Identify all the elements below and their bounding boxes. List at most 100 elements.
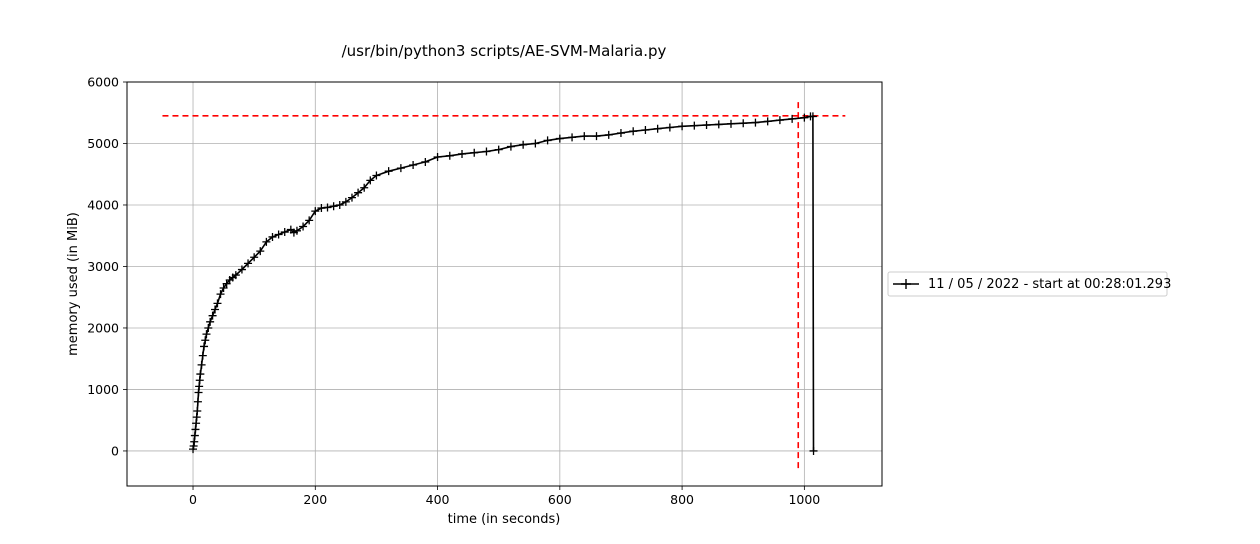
y-tick-label: 3000 (87, 259, 119, 274)
data-point (360, 183, 369, 192)
data-point (568, 133, 577, 142)
data-point (216, 290, 225, 299)
data-point (775, 116, 784, 125)
legend-marker-sample (901, 279, 911, 289)
x-axis-ticks: 0 200 400 600 800 1000 (189, 486, 820, 507)
data-point (727, 119, 735, 128)
data-point (809, 446, 818, 455)
data-point (592, 132, 601, 141)
data-point (201, 336, 210, 345)
data-point (433, 153, 442, 162)
x-tick-label: 800 (670, 492, 694, 507)
y-axis-label: memory used (in MiB) (66, 212, 81, 356)
data-point (519, 140, 528, 149)
data-point (808, 112, 817, 121)
data-point (482, 147, 491, 156)
x-tick-label: 600 (548, 492, 572, 507)
y-tick-label: 1000 (87, 382, 119, 397)
x-tick-label: 200 (303, 492, 327, 507)
x-tick-label: 400 (426, 492, 450, 507)
data-point (751, 118, 760, 127)
y-tick-label: 6000 (87, 75, 119, 90)
data-point (678, 122, 687, 131)
data-point (665, 123, 674, 132)
data-point (329, 202, 338, 211)
y-tick-label: 2000 (87, 320, 119, 335)
data-point (604, 130, 613, 139)
data-point (208, 311, 217, 320)
data-point (366, 176, 375, 185)
data-point (219, 283, 228, 292)
legend: 11 / 05 / 2022 - start at 00:28:01.293 (887, 271, 1171, 297)
data-point (250, 253, 259, 262)
y-tick-label: 5000 (87, 136, 119, 151)
data-point (311, 207, 320, 216)
series-group (189, 112, 818, 455)
data-point (197, 360, 206, 369)
data-point (555, 134, 564, 143)
data-point (445, 151, 454, 160)
data-point (274, 230, 283, 239)
data-point (341, 197, 350, 206)
data-point (202, 330, 211, 339)
y-tick-label: 0 (111, 443, 119, 458)
data-point (384, 167, 393, 176)
x-tick-label: 1000 (788, 492, 820, 507)
data-point (354, 188, 363, 197)
data-point (506, 142, 515, 151)
data-point (494, 145, 503, 154)
data-point (211, 305, 220, 314)
data-point (543, 136, 552, 145)
data-point (231, 271, 240, 280)
data-point (335, 200, 344, 209)
series-line (192, 115, 815, 451)
data-point (763, 117, 772, 126)
data-point (268, 232, 277, 241)
data-point (702, 121, 711, 130)
data-point (198, 351, 207, 360)
data-point (206, 317, 215, 326)
data-point (193, 406, 202, 415)
data-point (347, 193, 356, 202)
data-point (458, 149, 467, 158)
data-point (421, 157, 430, 166)
data-point (629, 127, 638, 136)
data-point (653, 124, 662, 133)
data-point (690, 121, 699, 130)
data-point (470, 148, 479, 157)
data-point (396, 164, 405, 173)
grid (127, 81, 882, 486)
legend-frame (887, 271, 1168, 297)
data-point (262, 237, 271, 246)
data-point (800, 113, 809, 122)
chart-title: /usr/bin/python3 scripts/AE-SVM-Malaria.… (342, 42, 667, 60)
data-point (616, 129, 625, 138)
data-point (204, 323, 213, 332)
reference-lines (162, 99, 846, 469)
data-point (739, 119, 748, 128)
data-point (237, 265, 246, 274)
y-tick-label: 4000 (87, 197, 119, 212)
data-point (200, 342, 209, 351)
data-point (788, 114, 797, 123)
data-point (244, 259, 253, 268)
data-point (292, 226, 301, 235)
plot-frame (126, 81, 883, 487)
data-point (193, 397, 202, 406)
data-point (299, 222, 308, 231)
data-point (372, 171, 381, 180)
data-point (280, 228, 289, 237)
data-point (531, 139, 540, 148)
y-axis-ticks: 0 1000 2000 3000 4000 5000 6000 (87, 75, 127, 458)
x-tick-label: 0 (189, 492, 197, 507)
legend-series-label: 11 / 05 / 2022 - start at 00:28:01.293 (928, 277, 1171, 292)
data-point (714, 120, 723, 129)
data-point (580, 132, 589, 141)
data-point (305, 216, 314, 225)
data-point (213, 299, 222, 308)
data-point (409, 161, 418, 170)
data-point (196, 370, 205, 379)
data-point (256, 247, 265, 256)
